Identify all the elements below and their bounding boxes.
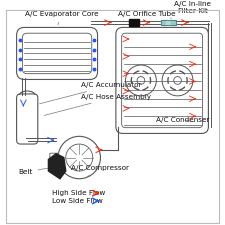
Polygon shape (48, 154, 66, 179)
FancyBboxPatch shape (22, 33, 92, 74)
Text: Low Side Flow: Low Side Flow (52, 198, 103, 204)
FancyBboxPatch shape (50, 153, 58, 162)
Bar (129, 19, 139, 27)
FancyBboxPatch shape (17, 27, 98, 79)
Text: A/C Accumulator: A/C Accumulator (40, 82, 142, 104)
Text: High Side Flow: High Side Flow (52, 190, 106, 196)
Bar (166, 20, 171, 25)
Text: A/C In-line
Filter Kit: A/C In-line Filter Kit (170, 1, 211, 18)
FancyBboxPatch shape (122, 33, 203, 128)
Text: Belt: Belt (18, 168, 52, 175)
Bar (161, 20, 176, 25)
Text: A/C Condenser: A/C Condenser (156, 117, 209, 123)
Text: A/C Evaporator Core: A/C Evaporator Core (25, 11, 99, 25)
FancyBboxPatch shape (116, 27, 208, 133)
Text: A/C Hose Assembly: A/C Hose Assembly (44, 94, 151, 115)
Bar (171, 20, 176, 25)
Bar (161, 20, 166, 25)
Text: A/C Orifice Tube: A/C Orifice Tube (118, 11, 176, 20)
Text: A/C Compressor: A/C Compressor (72, 165, 129, 177)
FancyBboxPatch shape (17, 94, 38, 144)
